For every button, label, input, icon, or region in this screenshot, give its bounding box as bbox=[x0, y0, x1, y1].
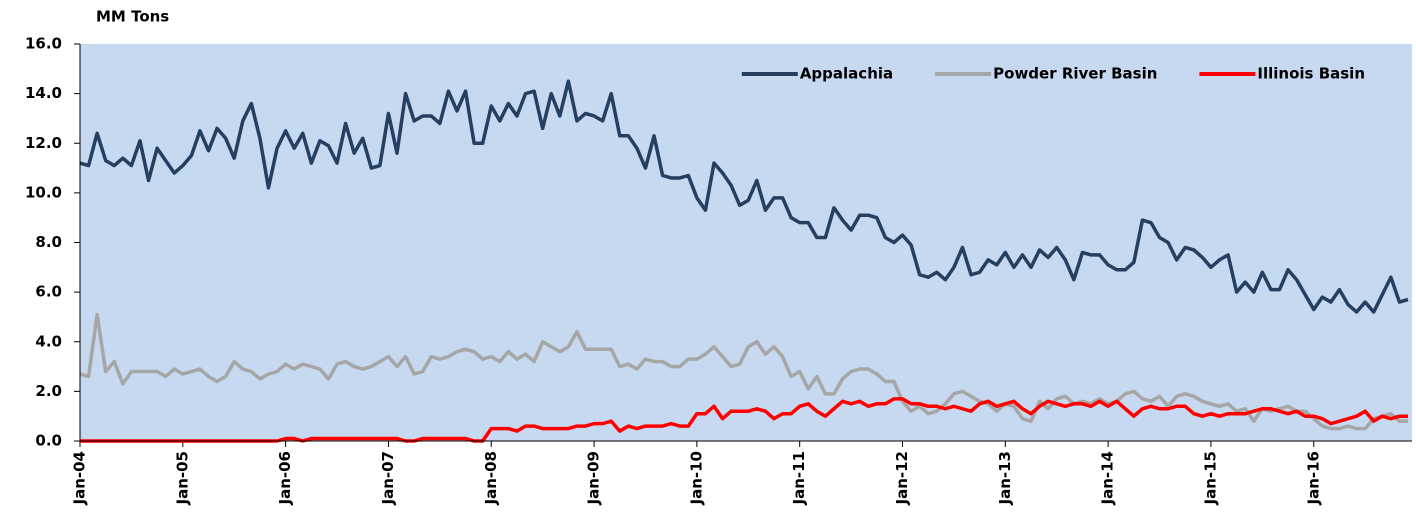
y-tick-label: 6.0 bbox=[35, 283, 62, 301]
x-tick-label: Jan-04 bbox=[71, 451, 89, 505]
y-tick-label: 14.0 bbox=[25, 84, 62, 102]
x-tick-label: Jan-13 bbox=[996, 451, 1014, 505]
x-tick-label: Jan-06 bbox=[276, 451, 294, 505]
y-tick-label: 2.0 bbox=[35, 382, 62, 400]
x-tick-label: Jan-12 bbox=[893, 451, 911, 505]
y-tick-label: 8.0 bbox=[35, 233, 62, 251]
plot-area bbox=[80, 44, 1412, 441]
y-tick-label: 10.0 bbox=[25, 183, 62, 201]
x-tick-label: Jan-07 bbox=[379, 451, 397, 505]
legend-label: Appalachia bbox=[800, 65, 893, 83]
y-axis-label: MM Tons bbox=[96, 8, 169, 26]
x-tick-label: Jan-05 bbox=[173, 451, 191, 505]
series-line bbox=[79, 79, 1409, 314]
legend-label: Powder River Basin bbox=[993, 65, 1157, 83]
legend-label: Illinois Basin bbox=[1257, 65, 1365, 83]
x-tick-label: Jan-16 bbox=[1304, 451, 1322, 505]
x-tick-label: Jan-08 bbox=[482, 451, 500, 505]
x-tick-label: Jan-14 bbox=[1099, 451, 1117, 505]
x-tick-label: Jan-15 bbox=[1201, 451, 1219, 505]
y-tick-label: 12.0 bbox=[25, 134, 62, 152]
y-tick-label: 16.0 bbox=[25, 35, 62, 53]
x-tick-label: Jan-10 bbox=[687, 451, 705, 505]
series-line bbox=[79, 312, 1408, 431]
y-tick-label: 4.0 bbox=[35, 332, 62, 350]
y-tick-label: 0.0 bbox=[35, 432, 62, 450]
x-tick-label: Jan-09 bbox=[585, 451, 603, 505]
x-tick-label: Jan-11 bbox=[790, 451, 808, 505]
